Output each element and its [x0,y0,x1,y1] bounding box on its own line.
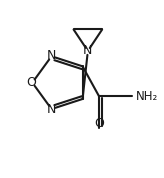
Text: O: O [27,76,36,89]
Text: NH₂: NH₂ [135,90,158,103]
Text: N: N [47,49,56,62]
Text: O: O [94,117,104,130]
Text: N: N [83,44,92,57]
Text: N: N [47,103,56,116]
